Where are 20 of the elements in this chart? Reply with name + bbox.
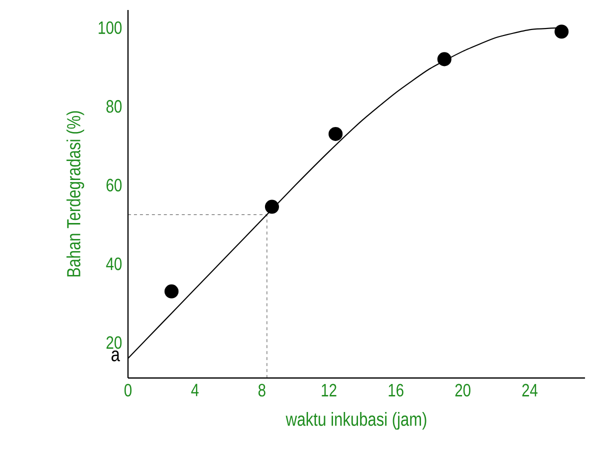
y-tick-label: 40 (106, 258, 122, 270)
point (264, 200, 279, 214)
y-axis-title: Bahan Terdegradasi (%) (66, 111, 84, 276)
point (328, 126, 343, 141)
y-tick-label: 20 (106, 336, 122, 349)
point (437, 52, 452, 66)
y-tick-label: 100 (98, 21, 122, 34)
x-tick-label: 16 (388, 384, 404, 397)
point (164, 284, 179, 298)
text: a (112, 350, 120, 362)
x-tick-label: 0 (124, 384, 132, 397)
x-tick-label: 24 (522, 384, 538, 396)
x-tick-label: 12 (322, 384, 336, 396)
point (554, 24, 569, 39)
x-axis-title: waktu inkubasi (jam) (286, 412, 426, 430)
x-tick-label: 4 (191, 384, 199, 396)
x-tick-label: 8 (258, 384, 266, 397)
y-tick-label: 80 (106, 100, 122, 113)
y-tick-label: 60 (106, 178, 122, 192)
x-tick-label: 20 (455, 384, 470, 397)
